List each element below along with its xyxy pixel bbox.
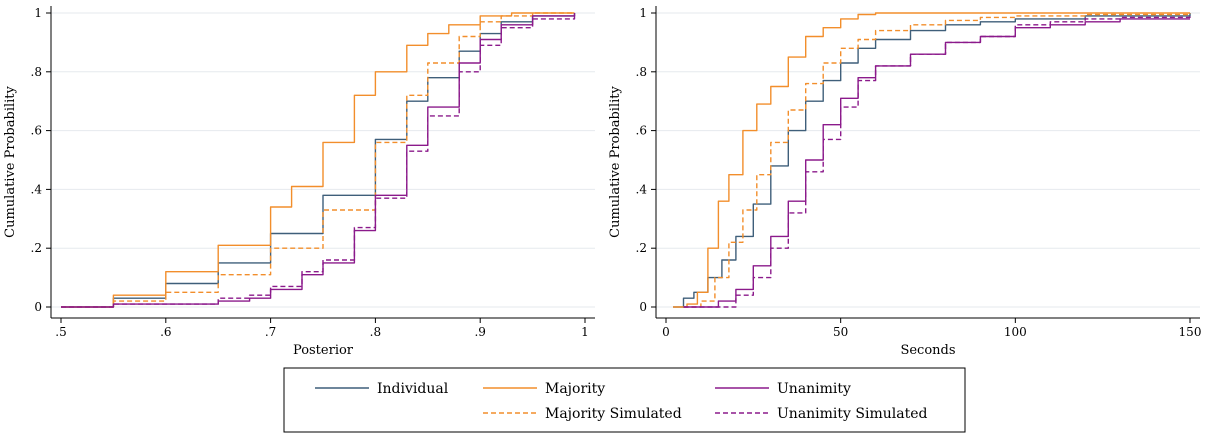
x-tick-label: 1 [581, 325, 589, 339]
x-tick-label: .6 [160, 325, 171, 339]
y-axis-label: Cumulative Probability [608, 85, 623, 237]
y-tick-label: .8 [636, 65, 647, 79]
x-axis-label: Seconds [900, 343, 955, 358]
y-tick-label: 0 [34, 300, 42, 314]
legend-label-unanimity-simulated: Unanimity Simulated [777, 406, 927, 422]
series-lines [61, 12, 576, 308]
x-ticks: 0 50 100 150 [662, 318, 1201, 339]
x-tick-label: .9 [474, 325, 485, 339]
legend: Individual Majority Unanimity Majority Simu… [283, 367, 966, 433]
series-line-unanimity [683, 18, 1190, 308]
y-tick-label: 1 [34, 6, 42, 20]
y-tick-label: .2 [31, 241, 42, 255]
y-tick-label: .4 [636, 182, 648, 196]
y-tick-label: 0 [639, 300, 647, 314]
y-tick-label: .2 [636, 241, 647, 255]
y-ticks: 0 .2 .4 .6 .8 1 [636, 6, 656, 314]
legend-label-unanimity: Unanimity [777, 381, 851, 397]
x-tick-label: 150 [1179, 325, 1202, 339]
series-line-unanimity [61, 13, 576, 308]
series-line-majority-simulated [61, 12, 575, 308]
y-axis-label: Cumulative Probability [3, 85, 18, 237]
x-tick-label: 0 [662, 325, 670, 339]
series-line-unanimity-simulated [683, 15, 1191, 308]
y-tick-label: .6 [31, 124, 42, 138]
series-line-majority-simulated [683, 13, 1191, 308]
series-line-individual [61, 13, 576, 308]
y-tick-label: .4 [31, 182, 43, 196]
legend-box [283, 367, 966, 433]
y-tick-label: 1 [639, 6, 647, 20]
series-line-individual [673, 13, 1191, 308]
y-ticks: 0 .2 .4 .6 .8 1 [31, 6, 51, 314]
gridlines [656, 12, 1200, 308]
y-tick-label: .8 [31, 65, 42, 79]
series-line-unanimity-simulated [61, 13, 576, 308]
series-line-majority [61, 12, 575, 308]
series-line-majority [673, 12, 1190, 308]
x-tick-label: .8 [370, 325, 381, 339]
legend-label-majority: Majority [545, 381, 605, 397]
x-axis-label: Posterior [293, 343, 354, 358]
legend-label-individual: Individual [377, 381, 449, 397]
x-tick-label: 100 [1004, 325, 1027, 339]
posterior-cdf-chart: 0 .2 .4 .6 .8 1 .5 .6 .7 .8 .9 1 Posterior Cumulat… [3, 6, 595, 358]
seconds-cdf-chart: 0 .2 .4 .6 .8 1 0 50 100 150 Seconds Cumulative … [608, 6, 1201, 358]
legend-label-majority-simulated: Majority Simulated [545, 406, 682, 422]
series-lines [673, 12, 1191, 308]
x-ticks: .5 .6 .7 .8 .9 1 [55, 318, 589, 339]
gridlines [51, 12, 595, 308]
y-tick-label: .6 [636, 124, 647, 138]
x-tick-label: 50 [833, 325, 848, 339]
x-tick-label: .5 [55, 325, 66, 339]
x-tick-label: .7 [265, 325, 276, 339]
